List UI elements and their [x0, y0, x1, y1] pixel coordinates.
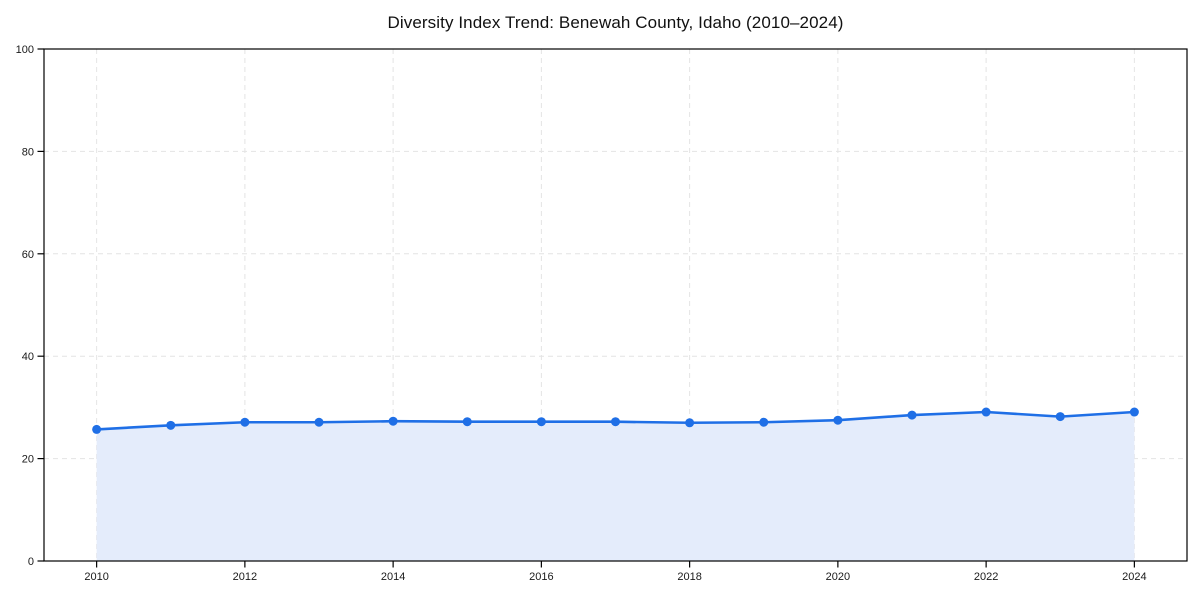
x-tick-label: 2018 — [677, 571, 701, 583]
data-point-marker — [1129, 407, 1139, 417]
data-points — [92, 407, 1139, 434]
x-tick-label: 2024 — [1122, 571, 1146, 583]
data-point-marker — [759, 417, 769, 427]
x-tick-label: 2014 — [381, 571, 405, 583]
data-point-marker — [314, 417, 324, 427]
plot-border-rect — [43, 48, 1188, 562]
y-tick-label: 80 — [22, 146, 34, 158]
data-point-marker — [685, 418, 695, 428]
data-point-marker — [166, 420, 176, 430]
x-tick-label: 2022 — [974, 571, 998, 583]
data-point-marker — [1055, 412, 1065, 422]
data-point-marker — [536, 417, 546, 427]
data-point-marker — [833, 415, 843, 425]
data-point-marker — [611, 417, 620, 427]
chart-title: Diversity Index Trend: Benewah County, I… — [387, 13, 844, 32]
data-point-marker — [388, 416, 398, 426]
area-fill-path — [96, 412, 1135, 561]
data-point-marker — [240, 417, 250, 427]
plot-border — [43, 48, 1188, 562]
data-point-marker — [462, 417, 472, 427]
y-tick-label: 100 — [16, 44, 34, 56]
x-tick-label: 2012 — [233, 571, 257, 583]
y-tick-label: 0 — [28, 556, 34, 568]
axis-ticks — [37, 48, 1135, 568]
area-fill — [96, 412, 1135, 561]
y-axis-labels: 0 20 40 60 80 100 — [16, 44, 34, 568]
data-point-marker — [981, 407, 991, 417]
data-point-marker — [92, 424, 102, 434]
x-axis-labels: 2010 2012 2014 2016 2018 2020 2022 2024 — [84, 571, 1146, 583]
x-tick-label: 2010 — [84, 571, 108, 583]
y-tick-label: 60 — [22, 249, 34, 261]
y-tick-label: 40 — [22, 351, 34, 363]
data-point-marker — [907, 410, 917, 420]
x-tick-label: 2020 — [826, 571, 850, 583]
y-tick-label: 20 — [22, 454, 34, 466]
x-tick-label: 2016 — [529, 571, 553, 583]
